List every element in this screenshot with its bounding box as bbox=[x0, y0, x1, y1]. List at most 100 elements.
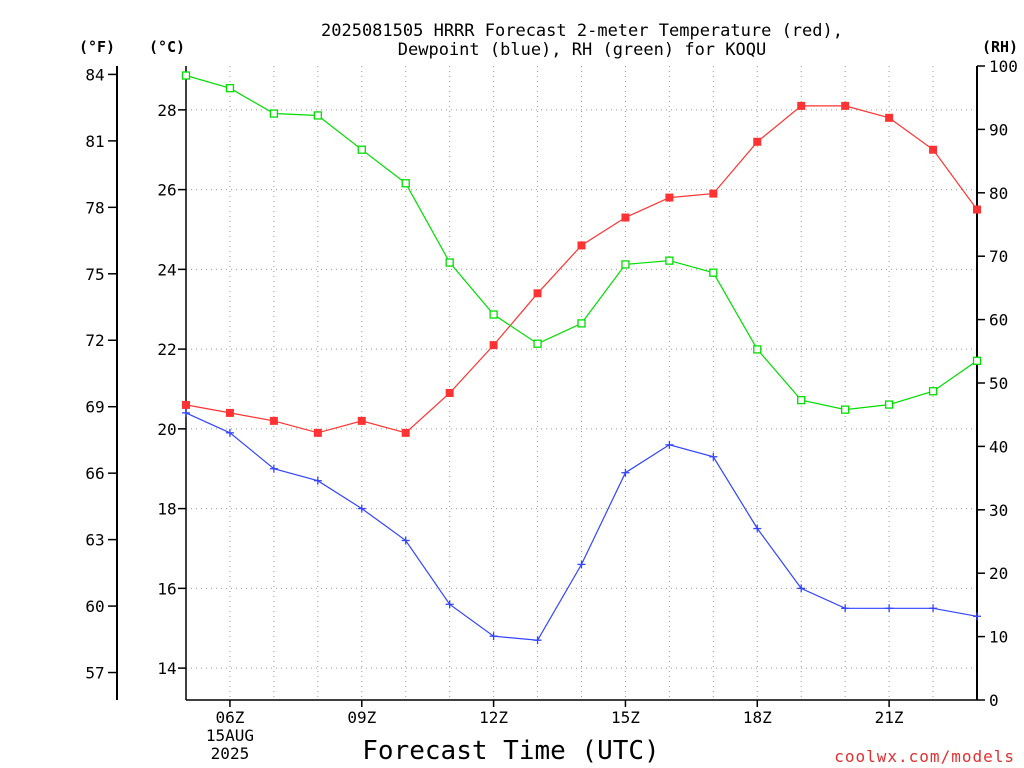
x-tick-label: 09Z bbox=[347, 708, 376, 727]
rh-point bbox=[401, 179, 410, 188]
dewpoint-point bbox=[445, 600, 454, 609]
dewpoint-point bbox=[357, 504, 366, 513]
rh-point bbox=[884, 400, 894, 409]
rh-point bbox=[269, 109, 279, 118]
temperature-point bbox=[709, 189, 718, 198]
dewpoint-point bbox=[973, 612, 981, 621]
x-tick-label: 12Z bbox=[479, 708, 508, 727]
rh-tick-label: 40 bbox=[989, 437, 1008, 456]
rh-point bbox=[577, 319, 586, 328]
rh-point bbox=[797, 395, 806, 405]
x-tick-label: 15Z bbox=[611, 708, 640, 727]
rh-point bbox=[709, 268, 718, 277]
fahrenheit-tick-label: 84 bbox=[85, 65, 104, 84]
fahrenheit-tick-label: 66 bbox=[85, 464, 104, 483]
fahrenheit-tick-label: 57 bbox=[85, 664, 104, 683]
celsius-tick-label: 18 bbox=[157, 500, 176, 519]
chart-title-line2: Dewpoint (blue), RH (green) for KOQU bbox=[398, 40, 766, 60]
series-layer bbox=[181, 71, 982, 645]
rh-tick-label: 20 bbox=[989, 564, 1008, 583]
temperature-point bbox=[182, 400, 190, 409]
dewpoint-point bbox=[313, 476, 322, 485]
temperature-point bbox=[797, 101, 806, 110]
dewpoint-point bbox=[621, 468, 630, 477]
rh-tick-label: 30 bbox=[989, 501, 1008, 520]
rh-point bbox=[928, 387, 938, 396]
fahrenheit-tick-label: 60 bbox=[85, 597, 104, 616]
rh-tick-label: 70 bbox=[989, 247, 1008, 266]
temperature-point bbox=[225, 408, 234, 417]
temperature-point bbox=[753, 137, 762, 146]
axes-layer: 14 16 18 20 22 24 26 28 57 60 63 66 69 72 75 78 81 84 0 10 2… bbox=[85, 57, 1018, 763]
rh-point bbox=[181, 71, 191, 80]
temperature-point bbox=[885, 113, 894, 122]
rh-tick-label: 80 bbox=[989, 184, 1008, 203]
temperature-point bbox=[357, 416, 366, 425]
temperature-point bbox=[621, 213, 630, 222]
dewpoint-point bbox=[577, 560, 586, 569]
dewpoint-point bbox=[533, 636, 542, 645]
rh-tick-label: 100 bbox=[989, 57, 1018, 76]
dewpoint-point bbox=[841, 604, 850, 613]
rh-point bbox=[753, 345, 762, 354]
rh-tick-label: 60 bbox=[989, 311, 1008, 330]
rh-point bbox=[533, 339, 542, 348]
temperature-point bbox=[401, 428, 410, 437]
rh-tick-label: 90 bbox=[989, 120, 1008, 139]
credit-label: coolwx.com/models bbox=[834, 747, 1015, 766]
dewpoint-point bbox=[709, 452, 718, 461]
rh-tick-label: 10 bbox=[989, 628, 1008, 647]
celsius-tick-label: 28 bbox=[157, 101, 176, 120]
temperature-point bbox=[929, 145, 938, 154]
temperature-point bbox=[445, 388, 454, 397]
dewpoint-point bbox=[665, 440, 674, 449]
dewpoint-point bbox=[489, 632, 498, 641]
dewpoint-point bbox=[269, 464, 278, 473]
temperature-point bbox=[489, 341, 498, 350]
rh-point bbox=[841, 405, 850, 414]
celsius-tick-label: 20 bbox=[157, 420, 176, 439]
fahrenheit-tick-label: 69 bbox=[85, 398, 104, 417]
fahrenheit-tick-label: 72 bbox=[85, 331, 104, 350]
x-tick-label: 18Z bbox=[743, 708, 772, 727]
fahrenheit-tick-label: 63 bbox=[85, 531, 104, 550]
rh-point bbox=[445, 258, 454, 267]
dewpoint-point bbox=[929, 604, 938, 613]
dewpoint-point bbox=[885, 604, 894, 613]
celsius-tick-label: 22 bbox=[157, 340, 176, 359]
celsius-tick-label: 26 bbox=[157, 181, 176, 200]
dewpoint-point bbox=[225, 428, 234, 437]
x-tick-date-label: 2025 bbox=[211, 744, 250, 763]
rh-tick-label: 50 bbox=[989, 374, 1008, 393]
rh-point bbox=[621, 260, 630, 269]
x-tick-label: 21Z bbox=[875, 708, 904, 727]
celsius-tick-label: 24 bbox=[157, 260, 176, 279]
dewpoint-point bbox=[797, 584, 806, 593]
grid-lines bbox=[186, 66, 977, 700]
dewpoint-point bbox=[401, 536, 410, 545]
dewpoint-point bbox=[182, 408, 190, 417]
temperature-point bbox=[313, 428, 322, 437]
chart-title-line1: 2025081505 HRRR Forecast 2-meter Tempera… bbox=[321, 21, 843, 41]
x-axis-label: Forecast Time (UTC) bbox=[362, 736, 659, 766]
dewpoint-point bbox=[753, 524, 762, 533]
rh-point bbox=[665, 256, 674, 265]
fahrenheit-tick-label: 75 bbox=[85, 265, 104, 284]
temperature-point bbox=[577, 241, 586, 250]
fahrenheit-tick-label: 78 bbox=[85, 198, 104, 217]
rh-unit-label: (RH) bbox=[982, 38, 1018, 56]
temperature-point bbox=[665, 193, 674, 202]
celsius-unit-label: (°C) bbox=[149, 38, 185, 56]
temperature-point bbox=[269, 416, 278, 425]
rh-point bbox=[357, 145, 366, 154]
celsius-tick-label: 16 bbox=[157, 579, 176, 598]
rh-point bbox=[225, 84, 235, 93]
rh-point bbox=[489, 310, 498, 319]
celsius-tick-label: 14 bbox=[157, 659, 176, 678]
rh-point bbox=[972, 356, 982, 365]
fahrenheit-unit-label: (°F) bbox=[79, 38, 115, 56]
temperature-point bbox=[973, 205, 981, 214]
temperature-point bbox=[841, 101, 850, 110]
fahrenheit-tick-label: 81 bbox=[85, 132, 104, 151]
